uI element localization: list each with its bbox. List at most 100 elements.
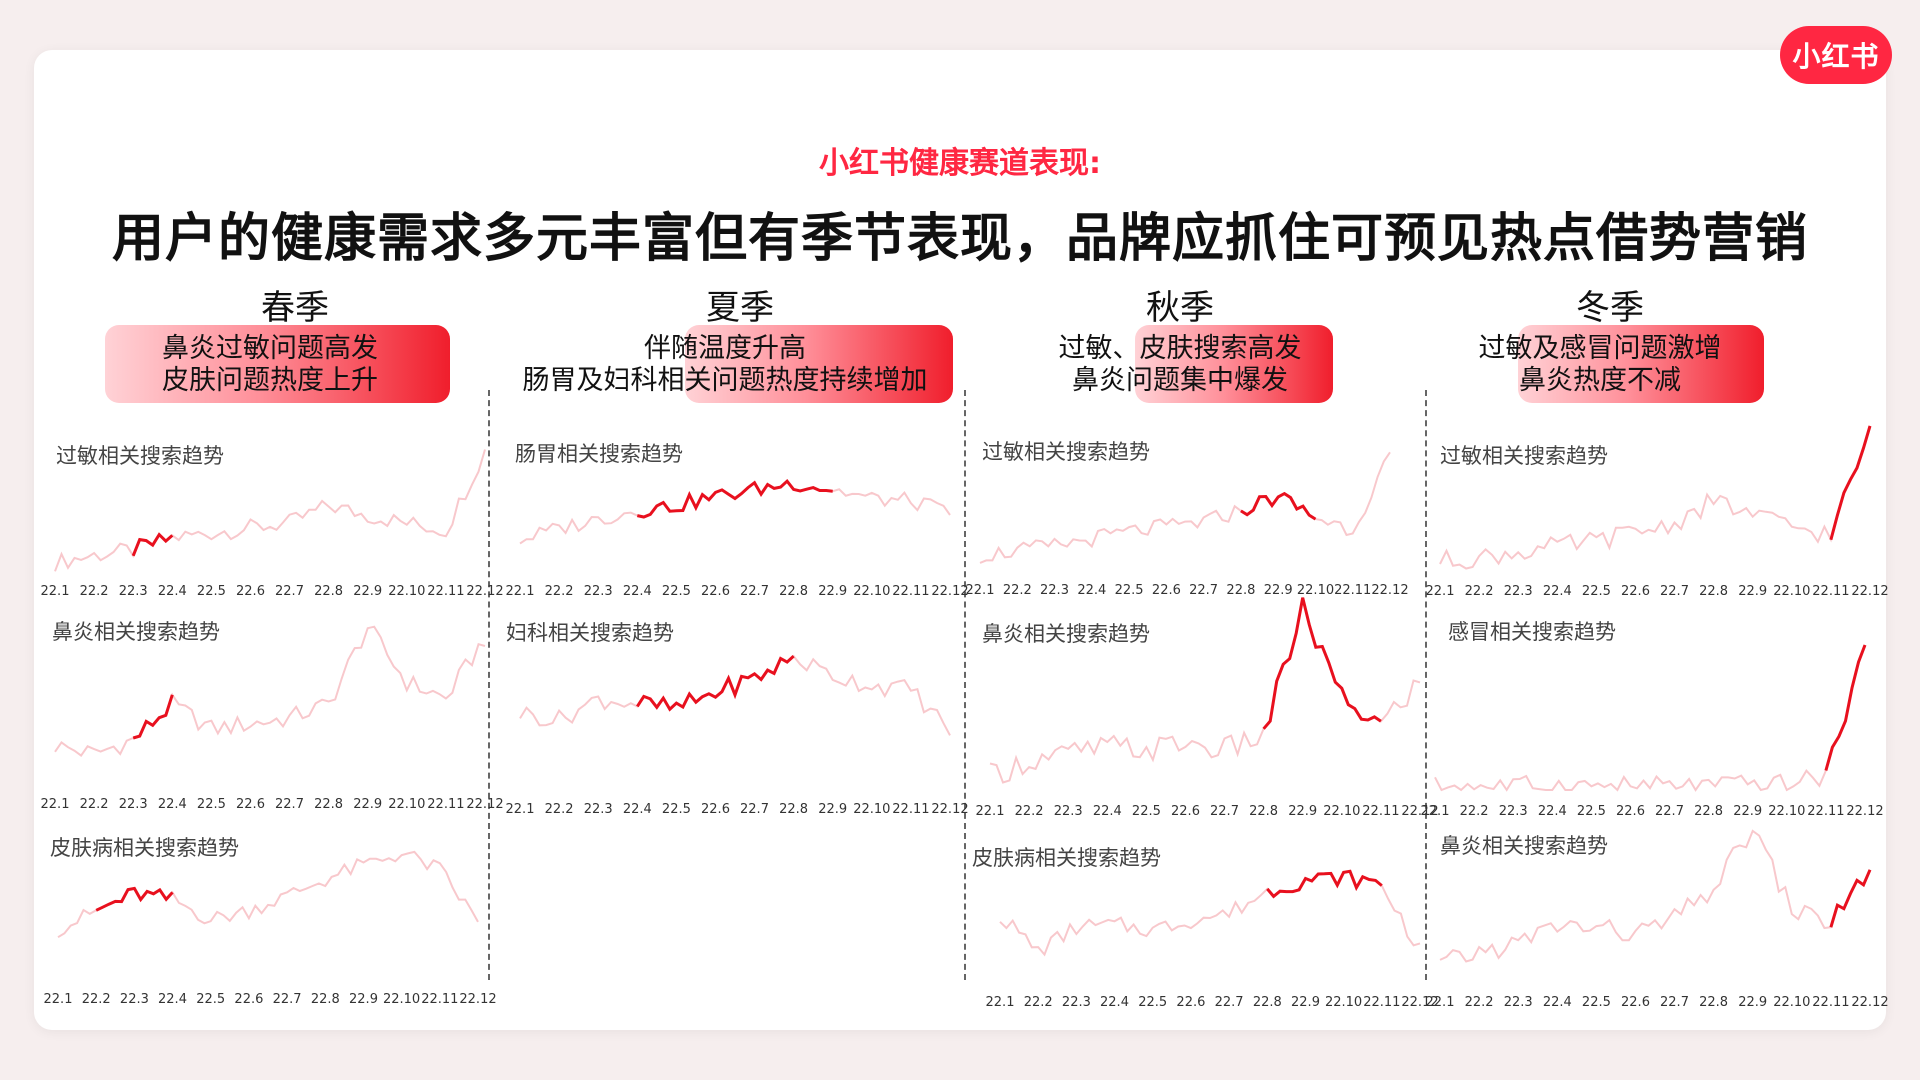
x-tick-label: 22.11: [892, 802, 929, 817]
x-tick-label: 22.1: [41, 584, 70, 599]
x-tick-label: 22.5: [1582, 584, 1611, 599]
x-tick-label: 22.12: [931, 802, 968, 817]
x-tick-label: 22.12: [1401, 995, 1438, 1010]
x-tick-label: 22.7: [1210, 804, 1239, 819]
x-tick-label: 22.8: [1699, 995, 1728, 1010]
x-tick-label: 22.9: [1738, 995, 1767, 1010]
season-summer-line2: 肠胃及妇科相关问题热度持续增加: [522, 365, 928, 396]
x-tick-label: 22.2: [80, 584, 109, 599]
x-tick-label: 22.1: [1421, 804, 1450, 819]
chart-title-spring-allergy: 过敏相关搜索趋势: [56, 444, 224, 468]
x-tick-label: 22.6: [1621, 584, 1650, 599]
x-tick-label: 22.4: [623, 802, 652, 817]
x-tick-label: 22.4: [1543, 995, 1572, 1010]
x-tick-label: 22.11: [1812, 995, 1849, 1010]
x-tick-label: 22.9: [1291, 995, 1320, 1010]
x-tick-label: 22.12: [1401, 804, 1438, 819]
x-tick-label: 22.8: [779, 584, 808, 599]
x-tick-label: 22.9: [1733, 804, 1762, 819]
divider-autumn-winter: [1425, 390, 1427, 980]
series-highlight-4: [636, 654, 795, 712]
season-summer-title: 夏季: [706, 288, 774, 328]
season-spring-text: 鼻炎过敏问题高发 皮肤问题热度上升: [105, 333, 435, 397]
x-tick-label: 22.12: [459, 992, 496, 1007]
x-tick-label: 22.6: [1621, 995, 1650, 1010]
x-tick-label: 22.12: [931, 584, 968, 599]
x-tick-label: 22.10: [1773, 584, 1810, 599]
x-tick-label: 22.9: [818, 584, 847, 599]
x-tick-label: 22.7: [740, 802, 769, 817]
x-tick-label: 22.2: [1003, 583, 1032, 598]
x-tick-label: 22.7: [740, 584, 769, 599]
x-tick-label: 22.4: [1093, 804, 1122, 819]
season-autumn-line1: 过敏、皮肤搜索高发: [1058, 333, 1302, 364]
series-line-5: [979, 451, 1391, 564]
x-tick-label: 22.12: [1371, 583, 1408, 598]
x-tick-label: 22.3: [120, 992, 149, 1007]
x-tick-label: 22.4: [158, 797, 187, 812]
x-tick-label: 22.7: [275, 797, 304, 812]
brand-logo: 小红书: [1780, 26, 1892, 84]
chart-title-spring-rhinitis: 鼻炎相关搜索趋势: [52, 620, 220, 644]
x-tick-label: 22.4: [1100, 995, 1129, 1010]
season-autumn-text: 过敏、皮肤搜索高发 鼻炎问题集中爆发: [1040, 333, 1320, 397]
x-tick-label: 22.6: [701, 802, 730, 817]
chart-title-summer-stomach: 肠胃相关搜索趋势: [515, 442, 683, 466]
season-spring-title: 春季: [261, 288, 329, 328]
x-tick-label: 22.2: [1465, 584, 1494, 599]
x-tick-label: 22.3: [119, 584, 148, 599]
x-tick-label: 22.7: [275, 584, 304, 599]
divider-spring-summer: [488, 390, 490, 980]
x-tick-label: 22.8: [1253, 995, 1282, 1010]
x-tick-label: 22.8: [1699, 584, 1728, 599]
x-tick-label: 22.4: [623, 584, 652, 599]
x-tick-label: 22.3: [1054, 804, 1083, 819]
chart-title-winter-allergy: 过敏相关搜索趋势: [1440, 444, 1608, 468]
series-line-2: [57, 850, 479, 939]
x-tick-label: 22.12: [1851, 995, 1888, 1010]
x-tick-label: 22.4: [1077, 583, 1106, 598]
chart-title-autumn-allergy: 过敏相关搜索趋势: [982, 440, 1150, 464]
x-tick-label: 22.11: [1807, 804, 1844, 819]
season-spring-banner: [105, 325, 450, 403]
x-tick-label: 22.1: [986, 995, 1015, 1010]
series-highlight-1: [132, 694, 174, 740]
season-winter-line2: 鼻炎热度不减: [1519, 365, 1681, 396]
season-autumn-banner: [1135, 325, 1333, 403]
season-summer-text: 伴随温度升高 肠胃及妇科相关问题热度持续增加: [505, 333, 945, 397]
x-tick-label: 22.5: [1577, 804, 1606, 819]
x-tick-label: 22.8: [314, 797, 343, 812]
x-tick-label: 22.1: [44, 992, 73, 1007]
x-tick-label: 22.7: [273, 992, 302, 1007]
x-tick-label: 22.2: [1024, 995, 1053, 1010]
x-tick-label: 22.9: [1738, 584, 1767, 599]
x-tick-label: 22.2: [545, 584, 574, 599]
x-tick-label: 22.9: [818, 802, 847, 817]
x-tick-label: 22.10: [388, 584, 425, 599]
x-tick-label: 22.3: [1499, 804, 1528, 819]
x-tick-label: 22.10: [1297, 583, 1334, 598]
x-tick-label: 22.5: [1582, 995, 1611, 1010]
x-tick-label: 22.6: [1152, 583, 1181, 598]
x-tick-label: 22.3: [1504, 995, 1533, 1010]
x-tick-label: 22.1: [41, 797, 70, 812]
x-tick-label: 22.10: [853, 802, 890, 817]
series-line-6: [989, 597, 1421, 784]
x-tick-label: 22.2: [1465, 995, 1494, 1010]
x-tick-label: 22.8: [314, 584, 343, 599]
x-tick-label: 22.7: [1660, 995, 1689, 1010]
x-tick-label: 22.10: [1323, 804, 1360, 819]
series-highlight-2: [95, 886, 174, 912]
season-summer-line1: 伴随温度升高: [644, 333, 806, 364]
x-tick-label: 22.10: [383, 992, 420, 1007]
x-tick-label: 22.7: [1189, 583, 1218, 598]
chart-title-autumn-rhinitis: 鼻炎相关搜索趋势: [982, 622, 1150, 646]
x-tick-label: 22.3: [584, 584, 613, 599]
x-tick-label: 22.4: [158, 992, 187, 1007]
series-line-1: [54, 625, 486, 758]
x-tick-label: 22.6: [701, 584, 730, 599]
season-winter-title: 冬季: [1576, 288, 1644, 328]
series-highlight-7: [1266, 869, 1383, 899]
series-line-9: [1434, 644, 1866, 792]
